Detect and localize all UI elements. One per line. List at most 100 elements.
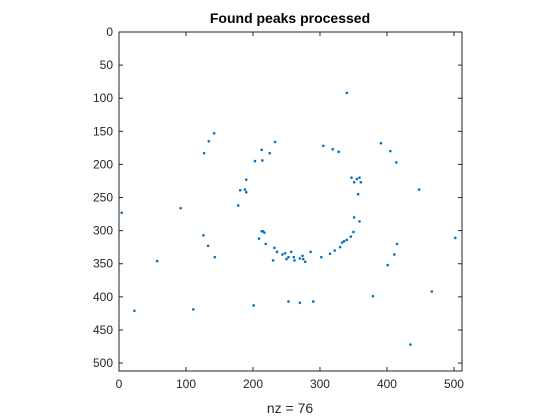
data-point — [333, 249, 337, 252]
data-point — [358, 176, 361, 179]
data-point — [206, 244, 210, 248]
data-point — [409, 343, 412, 346]
data-point — [430, 290, 434, 293]
data-point — [303, 260, 307, 264]
data-point — [260, 148, 263, 152]
y-tick-label: 100 — [93, 91, 113, 105]
data-point — [238, 188, 242, 192]
y-tick-label: 50 — [100, 58, 114, 72]
data-point — [202, 151, 206, 155]
y-tick-label: 250 — [93, 191, 113, 205]
axes-box — [118, 31, 463, 372]
data-point — [349, 235, 353, 238]
data-point — [340, 241, 344, 244]
data-point — [292, 255, 296, 259]
data-point — [309, 250, 312, 254]
data-point — [301, 254, 304, 258]
data-point — [133, 309, 136, 313]
data-point — [331, 147, 335, 151]
data-point — [264, 242, 268, 246]
data-point — [322, 144, 325, 148]
data-point — [207, 139, 211, 143]
x-tick-label: 500 — [444, 377, 464, 391]
y-tick-label: 150 — [93, 124, 113, 138]
x-tick-label: 0 — [116, 377, 123, 391]
data-point — [287, 300, 290, 303]
plot-area: 0 100 200 300 400 500 0 50 100 150 200 250 300 350 40… — [93, 25, 464, 391]
data-point — [298, 301, 302, 305]
data-point — [395, 242, 399, 246]
data-point — [350, 176, 353, 179]
data-point — [212, 132, 216, 135]
data-point — [285, 257, 288, 261]
data-point — [273, 246, 276, 250]
data-point — [293, 259, 296, 262]
data-point — [213, 255, 217, 259]
data-point — [359, 180, 363, 184]
x-tick-label: 200 — [243, 377, 263, 391]
data-point — [244, 178, 248, 181]
data-point — [454, 236, 457, 240]
y-tick-label: 200 — [93, 157, 113, 171]
data-point — [337, 150, 341, 154]
y-tick-label: 450 — [93, 323, 113, 337]
data-point — [395, 161, 398, 164]
data-points — [120, 91, 457, 346]
data-point — [268, 151, 272, 155]
data-point — [261, 159, 264, 162]
data-point — [386, 263, 389, 267]
data-point — [263, 231, 266, 234]
data-point — [236, 204, 240, 207]
data-point — [345, 91, 349, 95]
data-point — [417, 188, 421, 191]
data-point — [202, 233, 205, 237]
y-tick-label: 350 — [93, 257, 113, 271]
data-point — [244, 190, 248, 194]
data-point — [281, 253, 284, 256]
y-ticks: 0 50 100 150 200 250 300 350 400 450 500 — [93, 25, 462, 370]
data-point — [342, 239, 346, 243]
data-point — [289, 250, 293, 254]
data-point — [389, 149, 392, 153]
data-point — [352, 216, 356, 219]
data-point — [356, 192, 360, 196]
data-point — [352, 180, 356, 184]
data-point — [338, 245, 342, 249]
data-point — [287, 255, 290, 259]
data-point — [283, 251, 287, 255]
x-tick-label: 100 — [176, 377, 196, 391]
data-point — [120, 211, 123, 215]
data-point — [355, 177, 359, 181]
data-point — [393, 253, 396, 256]
data-point — [298, 257, 302, 260]
x-ticks: 0 100 200 300 400 500 — [116, 32, 464, 391]
chart-title: Found peaks processed — [210, 10, 370, 26]
y-tick-label: 300 — [93, 224, 113, 238]
data-point — [273, 140, 277, 144]
data-point — [320, 255, 323, 259]
data-point — [371, 294, 375, 298]
data-point — [253, 159, 257, 163]
data-point — [345, 238, 349, 242]
data-point — [275, 250, 279, 254]
data-point — [352, 230, 355, 234]
data-point — [311, 300, 315, 303]
x-axis-label: nz = 76 — [267, 400, 314, 416]
y-tick-label: 500 — [93, 356, 113, 370]
y-tick-label: 400 — [93, 290, 113, 304]
data-point — [257, 237, 261, 240]
data-point — [379, 141, 383, 145]
data-point — [179, 206, 182, 210]
data-point — [271, 259, 275, 262]
data-point — [243, 188, 247, 191]
x-tick-label: 400 — [377, 377, 397, 391]
data-point — [252, 304, 255, 307]
x-tick-label: 300 — [310, 377, 330, 391]
data-point — [328, 252, 332, 256]
data-point — [155, 259, 159, 263]
data-point — [358, 220, 361, 223]
data-point — [301, 257, 305, 261]
y-tick-label: 0 — [106, 25, 113, 39]
